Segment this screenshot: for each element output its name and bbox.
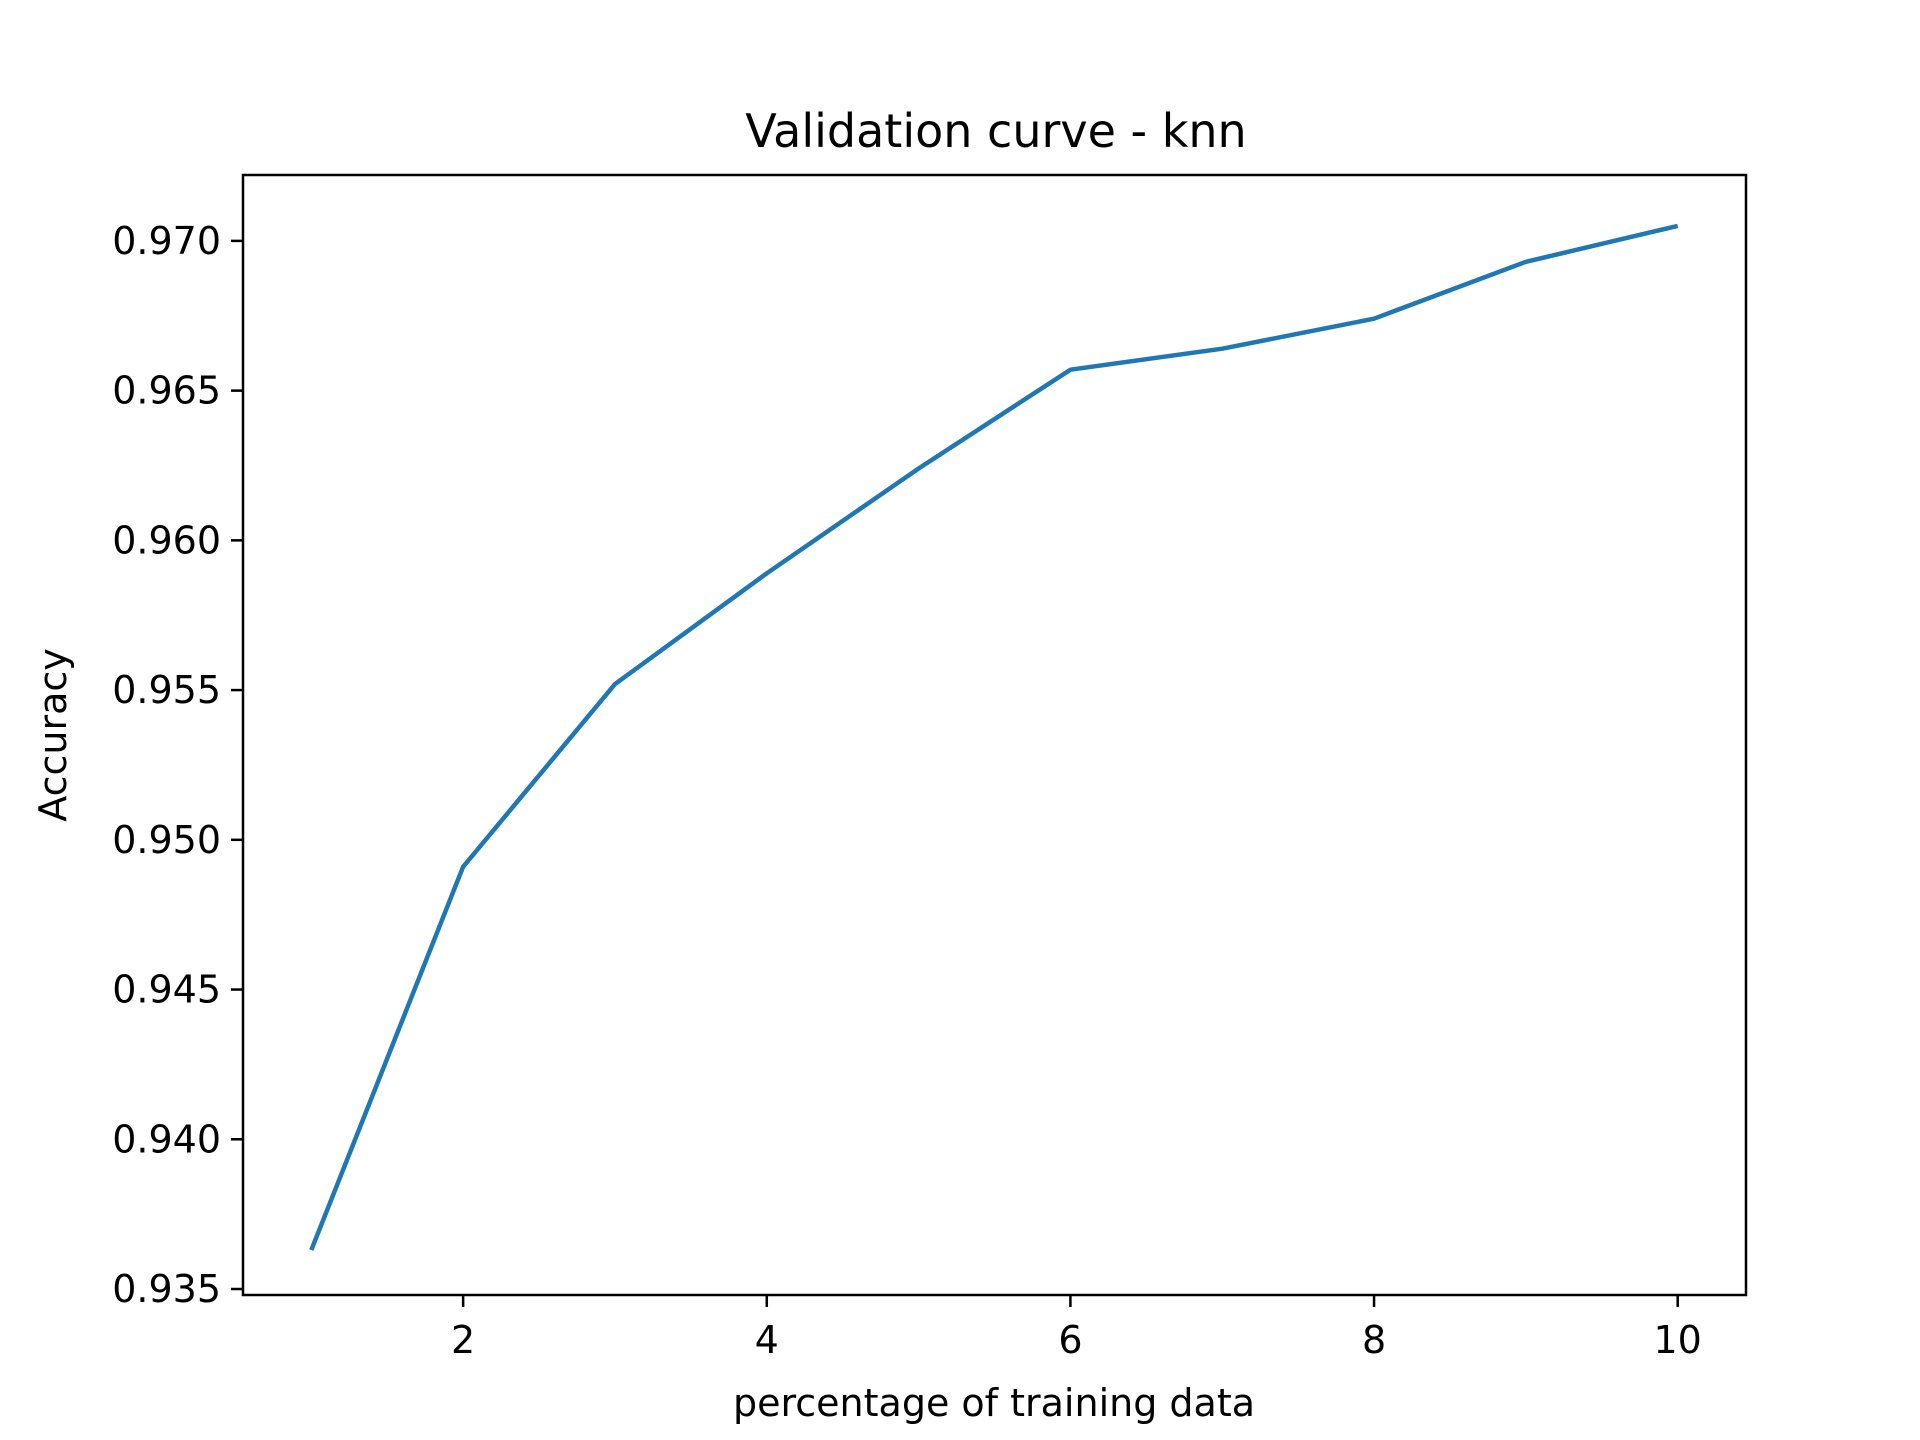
accuracy-line: [309, 223, 1679, 1251]
y-tick-label: 0.935: [112, 1267, 221, 1311]
x-axis-label: percentage of training data: [733, 1381, 1255, 1425]
y-tick-label: 0.955: [112, 668, 221, 712]
y-tick-label: 0.965: [112, 369, 221, 413]
x-tick-label: 10: [1654, 1318, 1702, 1362]
x-axis-ticks: 2 4 6 8 10: [451, 1295, 1702, 1362]
x-tick-label: 6: [1058, 1318, 1082, 1362]
plot-area: [309, 223, 1679, 1251]
y-tick-label: 0.950: [112, 818, 221, 862]
y-axis-ticks: 0.935 0.940 0.945 0.950 0.955 0.960 0.965 0.970: [112, 219, 243, 1311]
y-tick-label: 0.960: [112, 518, 221, 562]
chart-title: Validation curve - knn: [745, 104, 1246, 158]
x-tick-label: 4: [755, 1318, 779, 1362]
y-axis-label: Accuracy: [31, 648, 75, 822]
y-tick-label: 0.945: [112, 968, 221, 1012]
axes-frame: [241, 173, 1748, 1297]
y-tick-label: 0.940: [112, 1117, 221, 1161]
y-tick-label: 0.970: [112, 219, 221, 263]
x-tick-label: 2: [451, 1318, 475, 1362]
x-tick-label: 8: [1362, 1318, 1386, 1362]
